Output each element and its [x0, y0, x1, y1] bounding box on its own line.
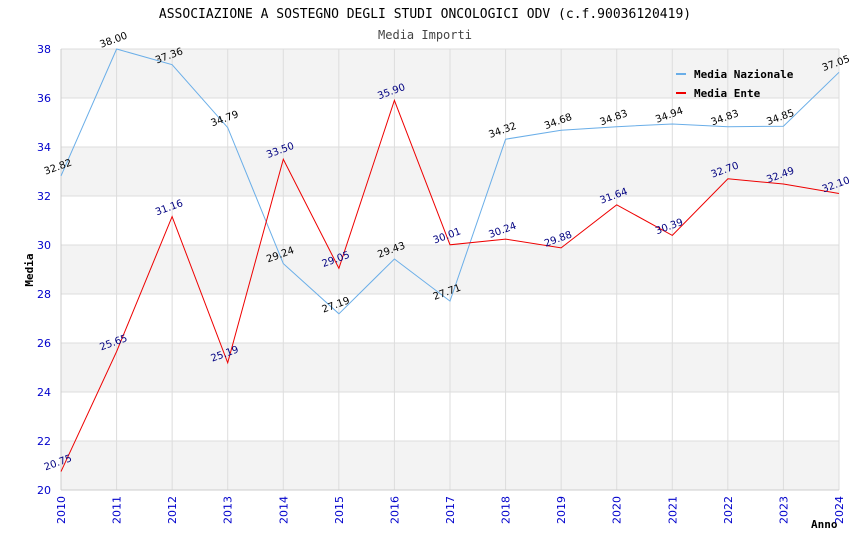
data-label: 38.00: [98, 31, 129, 51]
legend: Media Nazionale Media Ente: [676, 68, 794, 100]
data-label: 34.68: [543, 112, 574, 132]
x-tick-label: 2018: [500, 496, 513, 524]
data-label: 34.83: [599, 108, 630, 128]
x-axis-label: Anno: [811, 518, 838, 531]
x-tick-label: 2022: [722, 496, 735, 524]
y-tick-label: 22: [37, 435, 51, 448]
x-tick-label: 2020: [611, 496, 624, 524]
data-label: 27.19: [321, 295, 352, 315]
legend-label: Media Ente: [694, 87, 761, 100]
data-label: 30.01: [432, 226, 463, 246]
series-line: [60, 48, 840, 315]
series-lines: [60, 48, 840, 472]
chart-subtitle: Media Importi: [378, 28, 472, 42]
y-tick-label: 20: [37, 484, 51, 497]
y-tick-label: 30: [37, 239, 51, 252]
x-tick-label: 2021: [666, 496, 679, 524]
y-tick-label: 32: [37, 190, 51, 203]
x-tick-label: 2016: [388, 496, 401, 524]
data-label: 31.16: [154, 198, 185, 218]
y-axis-label: Media: [23, 253, 36, 286]
x-tick-label: 2013: [222, 496, 235, 524]
data-label: 30.24: [487, 221, 518, 241]
x-tick-label: 2012: [166, 496, 179, 524]
y-tick-label: 38: [37, 43, 51, 56]
x-tick-label: 2015: [333, 496, 346, 524]
grid-lines: [60, 48, 840, 491]
legend-label: Media Nazionale: [694, 68, 794, 81]
x-tick-label: 2014: [277, 496, 290, 524]
y-tick-label: 34: [37, 141, 51, 154]
x-tick-label: 2023: [777, 496, 790, 524]
x-tick-label: 2024: [833, 496, 846, 524]
data-label: 34.85: [765, 108, 796, 128]
x-tick-labels: 2010 2011 2012 2013 2014 2015 2016 2017 2018 2019…: [55, 496, 846, 524]
y-tick-label: 26: [37, 337, 51, 350]
x-tick-label: 2017: [444, 496, 457, 524]
y-tick-label: 28: [37, 288, 51, 301]
y-tick-labels: 20 22 24 26 28 30 32 34 36 38: [37, 43, 51, 497]
data-label: 34.94: [654, 106, 685, 126]
y-tick-label: 24: [37, 386, 51, 399]
x-tick-label: 2010: [55, 496, 68, 524]
y-tick-label: 36: [37, 92, 51, 105]
x-tick-label: 2011: [111, 496, 124, 524]
chart-title: ASSOCIAZIONE A SOSTEGNO DEGLI STUDI ONCO…: [159, 7, 691, 22]
series-line: [60, 98, 840, 472]
data-label: 34.83: [710, 108, 741, 128]
x-tick-label: 2019: [555, 496, 568, 524]
